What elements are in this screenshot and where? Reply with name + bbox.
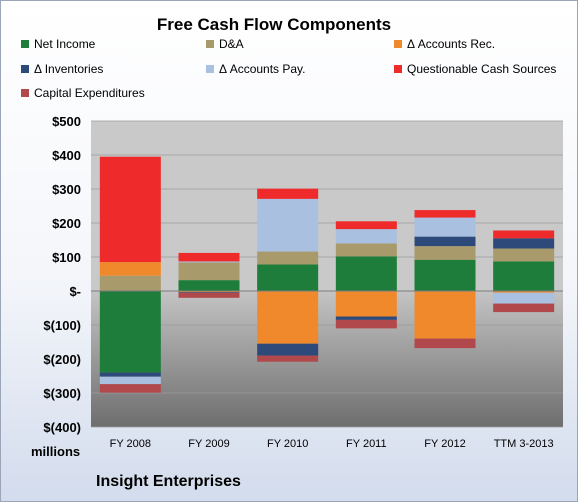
bar-segment: [493, 238, 555, 249]
bar-segment: [493, 261, 555, 291]
bar-segment: [335, 229, 397, 244]
bar-segment: [99, 384, 161, 393]
bar-segment: [335, 316, 397, 320]
legend-swatch: [394, 40, 402, 48]
bar-segment: [178, 252, 240, 262]
legend-label: Δ Inventories: [34, 62, 104, 76]
y-tick-label: $200: [52, 216, 81, 231]
y-tick-label: $(400): [43, 420, 81, 435]
bar-segment: [414, 259, 476, 291]
bar-segment: [493, 303, 555, 313]
bar-segment: [335, 256, 397, 291]
bar-segment: [178, 291, 240, 293]
legend-item: Capital Expenditures: [21, 86, 145, 100]
y-tick-label: $-: [69, 284, 81, 299]
bar-segment: [493, 292, 555, 304]
legend-label: Questionable Cash Sources: [407, 62, 557, 76]
bar-segment: [493, 291, 555, 293]
bar-segment: [178, 262, 240, 281]
bar-segment: [257, 343, 319, 356]
bar-segment: [335, 243, 397, 257]
bar-segment: [257, 188, 319, 199]
bar-segment: [178, 292, 240, 293]
legend-swatch: [394, 65, 402, 73]
bar-segment: [257, 251, 319, 265]
bar-segment: [335, 291, 397, 317]
bar-segment: [257, 291, 319, 344]
legend-item: D&A: [206, 37, 244, 51]
bar-segment: [414, 210, 476, 218]
bar-segment: [414, 246, 476, 260]
x-tick-label: FY 2008: [110, 438, 151, 450]
x-tick-label: FY 2011: [346, 438, 387, 450]
bar-segment: [414, 338, 476, 349]
x-tick-label: FY 2010: [267, 438, 308, 450]
bar-segment: [99, 156, 161, 263]
legend-item: Questionable Cash Sources: [394, 62, 556, 76]
bar-segment: [257, 264, 319, 291]
bar-segment: [493, 248, 555, 262]
bar-segment: [257, 198, 319, 252]
y-tick-label: $(200): [43, 352, 81, 367]
bar-segment: [335, 319, 397, 329]
legend-item: Δ Accounts Rec.: [394, 37, 495, 51]
bar-segment: [493, 230, 555, 239]
company-label: Insight Enterprises: [96, 473, 241, 490]
bar-segment: [178, 292, 240, 298]
bar-segment: [99, 372, 161, 377]
y-tick-label: $300: [52, 182, 81, 197]
bar-segment: [414, 217, 476, 237]
chart-title: Free Cash Flow Components: [156, 15, 392, 34]
bar-segment: [99, 262, 161, 276]
bar-segment: [178, 280, 240, 291]
bar-segment: [99, 291, 161, 373]
legend-swatch: [206, 40, 214, 48]
y-tick-label: $100: [52, 250, 81, 265]
legend-label: Δ Accounts Pay.: [219, 62, 306, 76]
bar-segment: [178, 261, 240, 263]
bar-segment: [99, 275, 161, 291]
y-tick-label: $400: [52, 148, 81, 163]
bar-segment: [99, 376, 161, 385]
x-tick-label: FY 2009: [188, 438, 229, 450]
y-tick-label: $(100): [43, 318, 81, 333]
legend-swatch: [21, 89, 29, 97]
bar-segment: [414, 291, 476, 339]
legend-swatch: [206, 65, 214, 73]
legend-label: Net Income: [34, 37, 96, 51]
y-tick-label: $(300): [43, 386, 81, 401]
legend-label: Δ Accounts Rec.: [407, 37, 496, 51]
y-tick-label: $500: [52, 114, 81, 129]
legend-swatch: [21, 40, 29, 48]
legend-label: D&A: [219, 37, 244, 51]
legend-swatch: [21, 65, 29, 73]
legend-item: Δ Accounts Pay.: [206, 62, 306, 76]
legend-item: Δ Inventories: [21, 62, 103, 76]
bar-segment: [257, 355, 319, 362]
unit-label: millions: [31, 444, 81, 459]
bar-segment: [335, 221, 397, 230]
x-tick-label: FY 2012: [424, 438, 465, 450]
legend-item: Net Income: [21, 37, 95, 51]
x-tick-label: TTM 3-2013: [494, 438, 554, 450]
bar-segment: [414, 236, 476, 247]
legend-label: Capital Expenditures: [34, 86, 145, 100]
plot-area-positive: [91, 121, 563, 291]
